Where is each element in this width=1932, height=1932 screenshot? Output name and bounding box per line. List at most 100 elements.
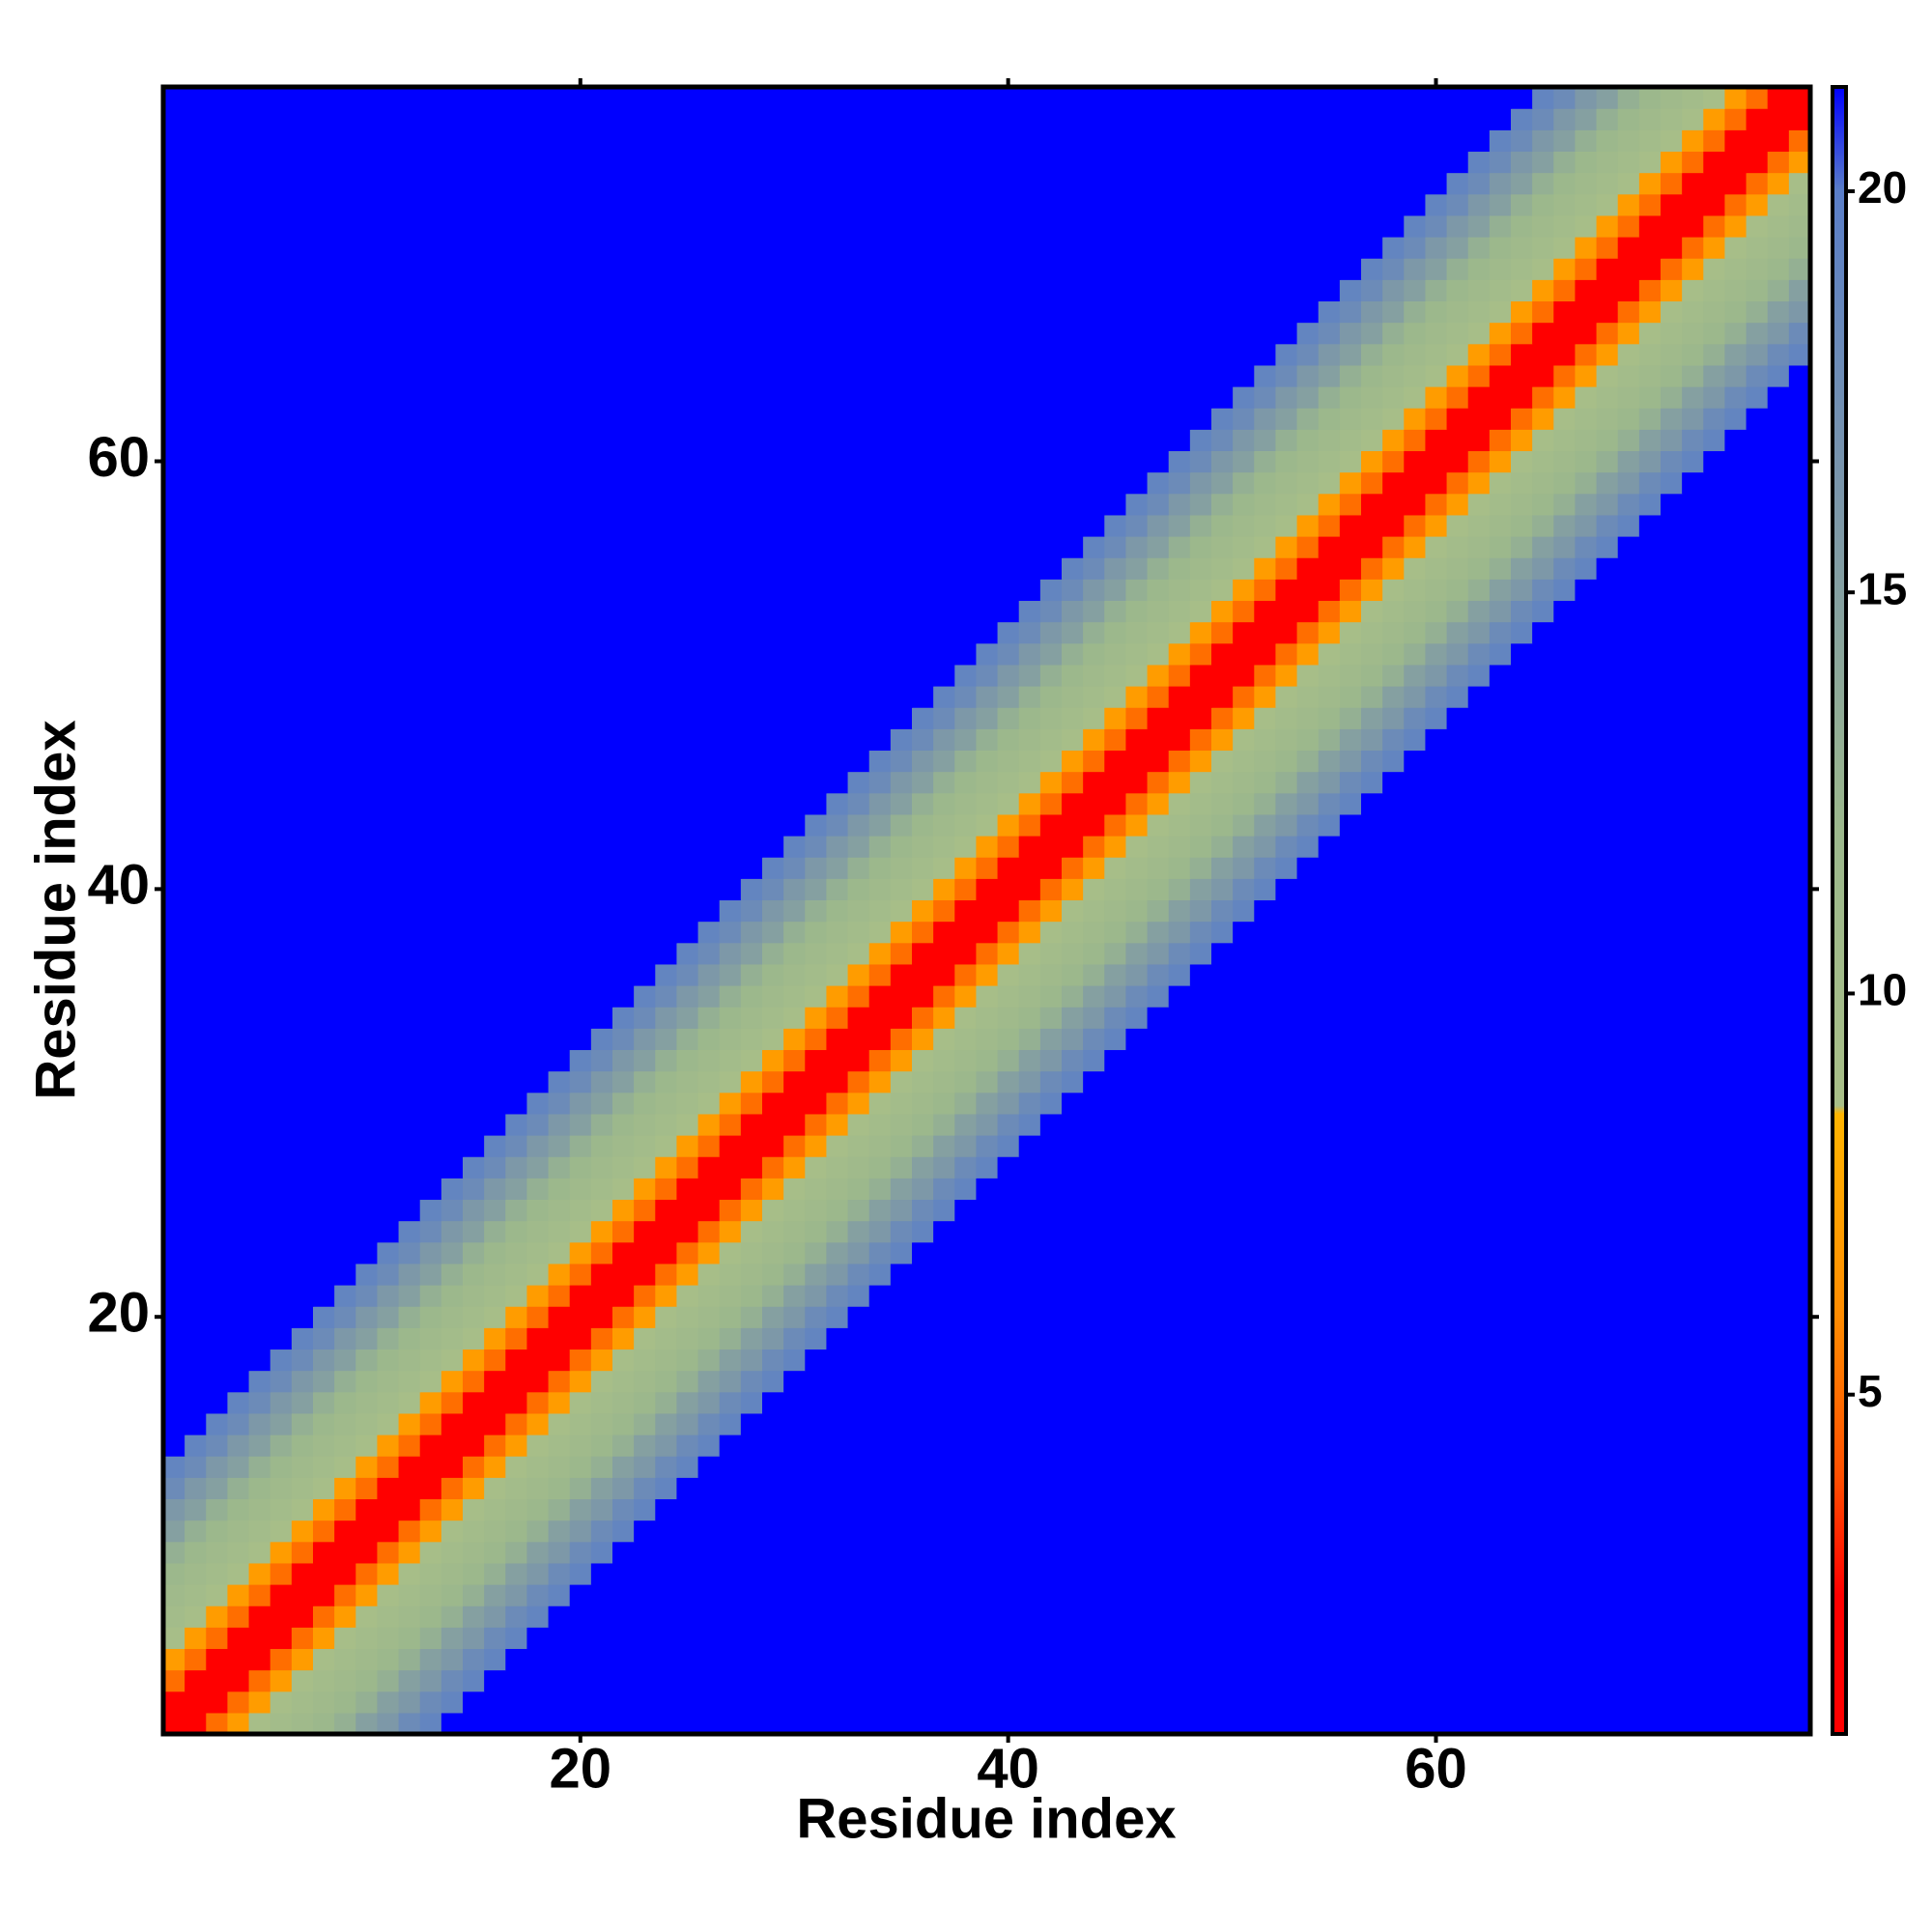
heatmap-cell: [227, 514, 250, 537]
heatmap-cell: [1275, 1007, 1298, 1029]
heatmap-cell: [634, 1092, 656, 1115]
heatmap-cell: [697, 536, 721, 558]
heatmap-cell: [1682, 985, 1704, 1008]
heatmap-cell: [1404, 963, 1427, 986]
heatmap-cell: [1596, 1135, 1619, 1157]
heatmap-cell: [1703, 450, 1726, 473]
heatmap-cell: [1767, 1028, 1790, 1051]
heatmap-cell: [1125, 1113, 1149, 1136]
heatmap-cell: [1382, 1584, 1405, 1606]
heatmap-cell: [1361, 813, 1383, 837]
heatmap-cell: [1489, 579, 1512, 602]
heatmap-cell: [1596, 1648, 1619, 1671]
heatmap-cell: [1404, 985, 1427, 1008]
heatmap-cell: [227, 364, 250, 387]
heatmap-cell: [847, 1391, 870, 1414]
heatmap-cell: [313, 1113, 335, 1136]
heatmap-cell: [847, 1562, 870, 1585]
heatmap-cell: [826, 364, 849, 387]
heatmap-cell: [248, 514, 271, 537]
heatmap-cell: [377, 1541, 400, 1564]
heatmap-cell: [1532, 557, 1554, 580]
heatmap-cell: [740, 1285, 763, 1307]
heatmap-cell: [1532, 857, 1554, 879]
heatmap-cell: [912, 493, 934, 516]
heatmap-cell: [697, 664, 721, 687]
heatmap-cell: [762, 493, 784, 516]
heatmap-cell: [1147, 1285, 1170, 1307]
heatmap-cell: [1746, 857, 1769, 879]
heatmap-cell: [1746, 600, 1769, 623]
heatmap-cell: [1596, 728, 1619, 752]
heatmap-cell: [1233, 963, 1255, 986]
heatmap-cell: [954, 1605, 978, 1628]
heatmap-cell: [1596, 1669, 1619, 1692]
heatmap-cell: [1575, 1584, 1598, 1606]
heatmap-cell: [1189, 1306, 1212, 1328]
heatmap-cell: [1189, 942, 1212, 965]
heatmap-cell: [1575, 408, 1598, 430]
heatmap-cell: [997, 1584, 1020, 1606]
heatmap-cell: [440, 621, 464, 644]
heatmap-cell: [1511, 899, 1533, 923]
heatmap-cell: [697, 1156, 721, 1179]
heatmap-cell: [783, 878, 806, 901]
heatmap-cell: [847, 579, 870, 602]
heatmap-cell: [270, 1306, 293, 1328]
heatmap-cell: [1018, 1627, 1041, 1650]
heatmap-cell: [1425, 1135, 1448, 1157]
heatmap-cell: [805, 1412, 828, 1435]
heatmap-cell: [526, 1541, 550, 1564]
heatmap-cell: [1511, 1477, 1533, 1500]
heatmap-cell: [1425, 1412, 1448, 1435]
heatmap-cell: [334, 1285, 356, 1307]
heatmap-cell: [227, 1220, 250, 1243]
heatmap-cell: [676, 536, 699, 558]
heatmap-cell: [1018, 1156, 1041, 1179]
heatmap-cell: [697, 343, 721, 366]
heatmap-cell: [890, 899, 913, 923]
heatmap-cell: [1425, 985, 1448, 1008]
heatmap-cell: [1638, 942, 1662, 965]
heatmap-cell: [248, 921, 271, 944]
heatmap-cell: [1746, 1285, 1769, 1307]
heatmap-cell: [890, 857, 913, 879]
heatmap-cell: [826, 450, 849, 473]
heatmap-cell: [1382, 1285, 1405, 1307]
heatmap-cell: [1189, 1220, 1212, 1243]
heatmap-cell: [1746, 471, 1769, 495]
heatmap-cell: [1596, 1263, 1619, 1286]
heatmap-cell: [1553, 579, 1577, 602]
heatmap-cell: [1467, 857, 1491, 879]
heatmap-cell: [1189, 1435, 1212, 1457]
heatmap-cell: [163, 493, 185, 516]
heatmap-cell: [1168, 1605, 1191, 1628]
heatmap-cell: [783, 1306, 806, 1328]
heatmap-cell: [1532, 1605, 1554, 1628]
heatmap-cell: [1296, 1370, 1320, 1393]
heatmap-cell: [1446, 1070, 1469, 1094]
heatmap-cell: [398, 771, 421, 794]
heatmap-cell: [762, 429, 784, 452]
heatmap-cell: [505, 899, 528, 923]
heatmap-cell: [1553, 1070, 1577, 1094]
heatmap-cell: [1767, 579, 1790, 602]
heatmap-cell: [1404, 408, 1427, 430]
heatmap-cell: [398, 1669, 421, 1692]
heatmap-cell: [1661, 1412, 1683, 1435]
heatmap-cell: [463, 1156, 485, 1179]
heatmap-cell: [1532, 1178, 1554, 1201]
heatmap-cell: [526, 621, 550, 644]
heatmap-cell: [997, 536, 1020, 558]
heatmap-cell: [313, 686, 335, 708]
heatmap-cell: [1489, 450, 1512, 473]
heatmap-cell: [954, 921, 978, 944]
heatmap-cell: [1168, 1456, 1191, 1478]
heatmap-cell: [1296, 728, 1320, 752]
heatmap-cell: [291, 514, 314, 537]
heatmap-cell: [1039, 1327, 1063, 1350]
heatmap-cell: [697, 1285, 721, 1307]
heatmap-cell: [1382, 1690, 1405, 1714]
heatmap-cell: [185, 1349, 207, 1372]
heatmap-cell: [1767, 642, 1790, 666]
